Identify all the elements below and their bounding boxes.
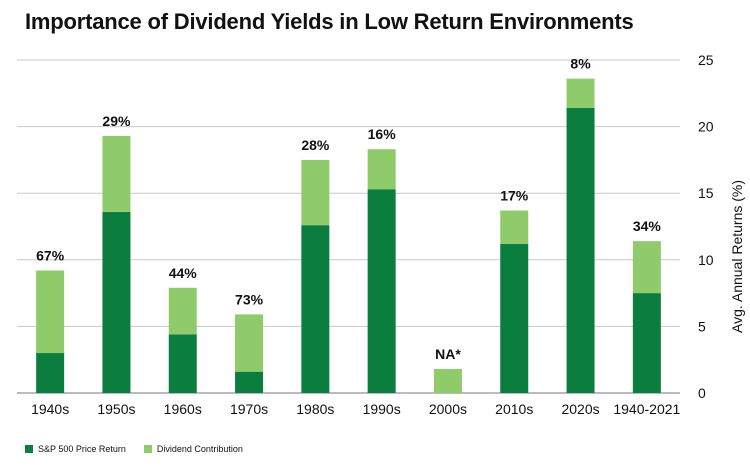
y-tick-label: 10 xyxy=(698,252,714,268)
x-tick-label: 2010s xyxy=(495,401,533,417)
bar-price-return xyxy=(102,211,131,393)
bar-price-return xyxy=(566,107,595,394)
x-tick-label: 1940-2021 xyxy=(613,401,680,417)
bar-dividend-contribution xyxy=(301,159,330,226)
legend-swatch-price-return xyxy=(25,445,33,453)
legend-label-price-return: S&P 500 Price Return xyxy=(38,444,126,454)
data-label: 29% xyxy=(102,113,131,129)
bar-dividend-contribution xyxy=(500,210,529,244)
y-tick-label: 5 xyxy=(698,318,706,334)
bar-dividend-contribution xyxy=(102,135,131,212)
y-tick-label: 25 xyxy=(698,52,714,68)
legend-item-price-return: S&P 500 Price Return xyxy=(25,444,126,454)
x-tick-label: 1980s xyxy=(296,401,334,417)
legend: S&P 500 Price Return Dividend Contributi… xyxy=(25,444,243,454)
x-tick-label: 1960s xyxy=(164,401,202,417)
x-tick-label: 1990s xyxy=(363,401,401,417)
chart-title: Importance of Dividend Yields in Low Ret… xyxy=(25,9,634,34)
chart: 67% 29% 44% 73% 28% 16% NA* 17% 8% 34% 1940s 1950s… xyxy=(17,52,745,417)
data-label: 17% xyxy=(500,188,529,204)
bar-price-return xyxy=(301,225,330,393)
bar-dividend-contribution xyxy=(566,78,595,108)
data-label: NA* xyxy=(435,346,461,362)
data-label: 28% xyxy=(301,137,330,153)
bar-price-return xyxy=(168,334,197,393)
bar-dividend-contribution xyxy=(235,314,264,372)
legend-swatch-dividend xyxy=(143,445,152,453)
bar-price-return xyxy=(235,371,264,393)
x-tick-labels: 1940s 1950s 1960s 1970s 1980s 1990s 2000s 2010s… xyxy=(31,401,680,417)
legend-label-dividend: Dividend Contribution xyxy=(156,444,243,454)
legend-item-dividend: Dividend Contribution xyxy=(143,444,243,454)
data-labels: 67% 29% 44% 73% 28% 16% NA* 17% 8% 34% xyxy=(36,56,661,362)
bar-price-return xyxy=(36,353,65,393)
data-label: 16% xyxy=(368,126,397,142)
bar-dividend-contribution xyxy=(36,270,65,354)
y-axis-label: Avg. Annual Returns (%) xyxy=(729,180,745,333)
x-tick-label: 1970s xyxy=(230,401,268,417)
data-label: 8% xyxy=(570,56,591,72)
bar-price-return xyxy=(367,189,396,393)
x-tick-label: 2000s xyxy=(429,401,467,417)
bar-price-return xyxy=(632,293,661,393)
bar-price-return xyxy=(500,243,529,393)
bar-dividend-contribution xyxy=(367,149,396,190)
bar-dividend-contribution xyxy=(632,241,661,294)
y-tick-label: 20 xyxy=(698,119,714,135)
data-label: 44% xyxy=(169,265,198,281)
bar-dividend-contribution xyxy=(168,287,197,335)
y-tick-label: 0 xyxy=(698,385,706,401)
data-label: 73% xyxy=(235,291,264,307)
data-label: 67% xyxy=(36,247,65,263)
bars xyxy=(36,78,661,394)
y-tick-label: 15 xyxy=(698,185,714,201)
data-label: 34% xyxy=(633,218,662,234)
bar-dividend-contribution xyxy=(433,369,462,393)
x-tick-label: 1950s xyxy=(97,401,135,417)
y-tick-labels: 0 5 10 15 20 25 xyxy=(698,52,714,401)
x-tick-label: 1940s xyxy=(31,401,69,417)
x-tick-label: 2020s xyxy=(561,401,599,417)
